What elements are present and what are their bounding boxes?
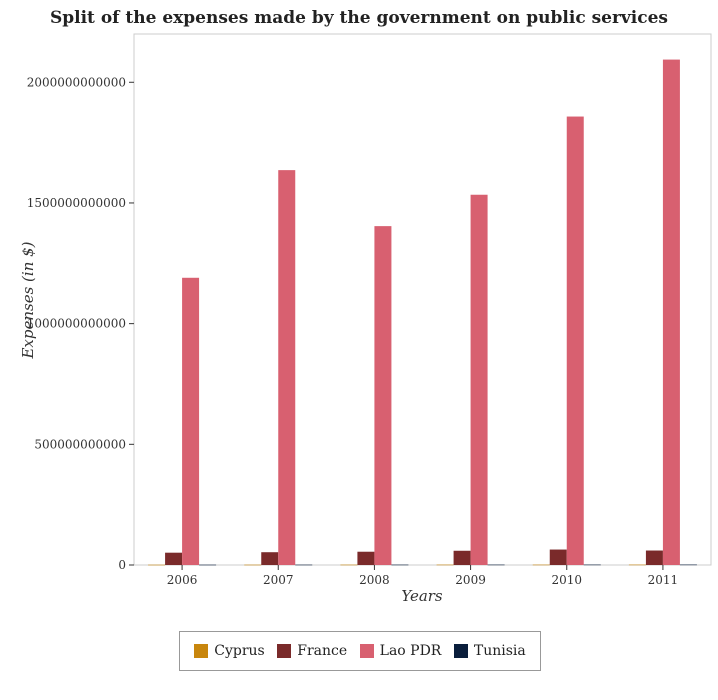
chart-title: Split of the expenses made by the govern… bbox=[49, 8, 669, 28]
bar-cyprus-2009 bbox=[436, 564, 454, 566]
y-tick-label: 500000000000 bbox=[34, 437, 126, 451]
bar-tunisia-2011 bbox=[679, 564, 697, 566]
y-tick-label: 0 bbox=[118, 558, 126, 572]
legend-swatch bbox=[277, 644, 292, 658]
legend-item-france: France bbox=[277, 643, 347, 659]
legend-label: Tunisia bbox=[473, 643, 526, 659]
x-axis-label: Years bbox=[401, 587, 443, 605]
bar-tunisia-2006 bbox=[199, 564, 217, 566]
bar-france-2009 bbox=[453, 550, 471, 565]
legend-swatch bbox=[453, 644, 468, 658]
legend-item-lao-pdr: Lao PDR bbox=[359, 643, 442, 659]
x-tick-label: 2011 bbox=[648, 573, 679, 587]
x-tick-label: 2010 bbox=[551, 573, 582, 587]
x-tick-label: 2006 bbox=[167, 573, 198, 587]
legend-item-tunisia: Tunisia bbox=[453, 643, 526, 659]
bar-lao-pdr-2008 bbox=[374, 226, 392, 565]
y-tick-label: 1000000000000 bbox=[27, 317, 126, 331]
legend-item-cyprus: Cyprus bbox=[194, 643, 265, 659]
bar-tunisia-2009 bbox=[487, 564, 505, 566]
bars bbox=[148, 59, 697, 566]
bar-tunisia-2007 bbox=[295, 564, 313, 566]
bar-cyprus-2006 bbox=[148, 564, 166, 566]
bar-lao-pdr-2007 bbox=[278, 170, 296, 565]
y-tick-label: 2000000000000 bbox=[27, 75, 126, 89]
bar-lao-pdr-2009 bbox=[470, 194, 488, 566]
legend-label: Cyprus bbox=[214, 643, 265, 659]
bar-cyprus-2008 bbox=[340, 564, 358, 566]
bar-cyprus-2010 bbox=[532, 564, 550, 566]
legend-label: France bbox=[297, 643, 348, 659]
legend-swatch bbox=[194, 644, 209, 658]
x-tick-label: 2007 bbox=[263, 573, 294, 587]
bar-lao-pdr-2011 bbox=[662, 59, 680, 566]
x-tick-label: 2008 bbox=[359, 573, 390, 587]
bar-lao-pdr-2006 bbox=[182, 277, 200, 565]
legend-label: Lao PDR bbox=[379, 643, 442, 659]
bar-lao-pdr-2010 bbox=[566, 116, 584, 566]
y-axis-label: Expenses (in $) bbox=[19, 241, 37, 359]
x-tick-label: 2009 bbox=[455, 573, 486, 587]
bar-cyprus-2007 bbox=[244, 564, 262, 566]
y-tick-label: 1500000000000 bbox=[27, 196, 126, 210]
bar-cyprus-2011 bbox=[628, 564, 646, 566]
bar-france-2011 bbox=[645, 550, 663, 565]
bar-france-2010 bbox=[549, 549, 567, 565]
x-axis: 2006 2007 2008 2009 2010 2011 bbox=[167, 565, 678, 587]
legend-swatch bbox=[359, 644, 374, 658]
bar-tunisia-2010 bbox=[583, 564, 601, 566]
plot-area bbox=[133, 33, 712, 566]
bar-france-2007 bbox=[261, 552, 279, 565]
bar-france-2006 bbox=[165, 552, 183, 565]
bar-tunisia-2008 bbox=[391, 564, 409, 566]
bar-france-2008 bbox=[357, 551, 375, 565]
y-axis: 0 500000000000 1000000000000 1500000000000 2… bbox=[27, 75, 134, 572]
legend: Cyprus France Lao PDR Tunisia bbox=[179, 631, 541, 671]
